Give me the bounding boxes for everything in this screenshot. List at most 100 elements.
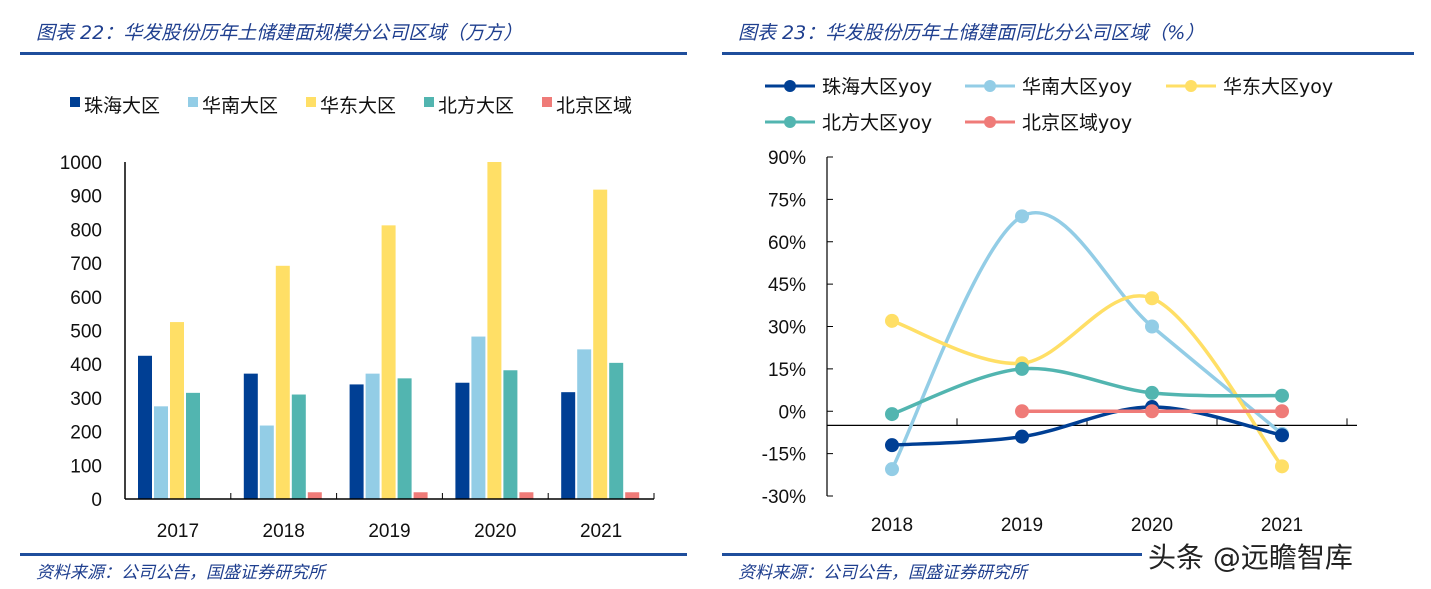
y-tick-label: 900 [70,187,102,208]
bar [138,355,152,499]
y-tick-label: 0% [779,402,807,423]
legend-marker [1185,80,1197,92]
legend-swatch [542,97,552,107]
y-tick-label: -30% [762,487,806,508]
data-point [885,462,899,477]
bar [413,492,428,499]
bar [154,406,168,499]
data-point [885,407,899,422]
bar [259,425,274,499]
legend-label: 珠海大区 [84,95,160,117]
legend-label: 华东大区 [320,95,396,117]
data-point [1275,404,1289,419]
legend-label: 华东大区yoy [1223,76,1333,98]
bar [471,336,486,499]
bar [519,492,534,499]
y-tick-label: 700 [70,254,102,275]
y-tick-label: 60% [768,233,806,254]
y-tick-label: 600 [70,288,102,309]
bar [577,349,592,499]
legend-swatch [70,97,80,107]
left-source-rule [20,553,687,556]
right-source-rule [722,553,1142,556]
x-tick-label: 2018 [263,521,305,542]
bar [170,322,184,499]
legend-label: 珠海大区yoy [822,76,932,98]
y-tick-label: 400 [70,355,102,376]
x-tick-label: 2019 [1001,515,1043,536]
y-tick-label: 45% [768,275,806,296]
data-point [1145,291,1159,306]
data-point [1275,428,1289,443]
series-line [890,211,1284,470]
data-point [1015,404,1029,419]
data-point [1015,429,1029,444]
bar [593,189,608,499]
y-tick-label: 30% [768,318,806,339]
y-tick-label: 0 [91,490,102,511]
bar [275,265,290,499]
bar [561,392,576,499]
data-point [885,438,899,453]
y-tick-label: 200 [70,423,102,444]
legend-swatch [188,97,198,107]
legend-marker [784,80,796,92]
bar [455,382,470,499]
y-tick-label: 100 [70,456,102,477]
left-chart-title: 图表 22：华发股份历年土储建面规模分公司区域（万方） [36,22,523,44]
series-line [891,405,1283,447]
y-tick-label: 800 [70,220,102,241]
legend-label: 北京区域 [556,95,632,117]
right-source: 资料来源：公司公告，国盛证券研究所 [738,563,1027,583]
bar [307,492,322,499]
left-source: 资料来源：公司公告，国盛证券研究所 [36,563,325,583]
y-tick-label: 500 [70,322,102,343]
legend-label: 北京区域yoy [1022,112,1132,134]
legend-marker [784,116,796,128]
bar [503,370,518,499]
x-tick-label: 2021 [1261,515,1303,536]
bar [381,225,396,499]
data-point [1015,361,1029,376]
series-line [891,294,1284,468]
y-tick-label: 300 [70,389,102,410]
bar [349,384,364,499]
right-title-rule [722,52,1414,55]
bar [487,162,502,499]
left-title-rule [20,52,687,55]
y-tick-label: -15% [762,445,806,466]
x-tick-label: 2018 [871,515,913,536]
x-tick-label: 2021 [580,521,622,542]
x-tick-label: 2017 [157,521,199,542]
legend-marker [984,116,996,128]
x-tick-label: 2020 [1131,515,1173,536]
data-point [1145,319,1159,334]
bar [625,492,640,499]
legend-label: 华南大区 [202,95,278,117]
y-tick-label: 75% [768,190,806,211]
series-line [891,366,1283,416]
data-point [1275,459,1289,474]
y-tick-label: 15% [768,360,806,381]
y-tick-label: 1000 [60,153,102,174]
legend-label: 华南大区yoy [1022,76,1132,98]
data-point [1275,388,1289,403]
x-tick-label: 2020 [474,521,516,542]
watermark: 头条 @远瞻智库 [1148,541,1353,574]
data-point [1015,209,1029,224]
legend-label: 北方大区yoy [822,112,932,134]
bar [609,362,624,499]
y-tick-label: 90% [768,148,806,169]
legend-swatch [306,97,316,107]
x-tick-label: 2019 [368,521,410,542]
bar [365,373,380,499]
data-point [1145,404,1159,419]
bar [186,392,200,499]
legend-label: 北方大区 [438,95,514,117]
legend-swatch [424,97,434,107]
legend-marker [984,80,996,92]
bar [291,394,306,499]
data-point [885,313,899,328]
bar [243,373,258,499]
